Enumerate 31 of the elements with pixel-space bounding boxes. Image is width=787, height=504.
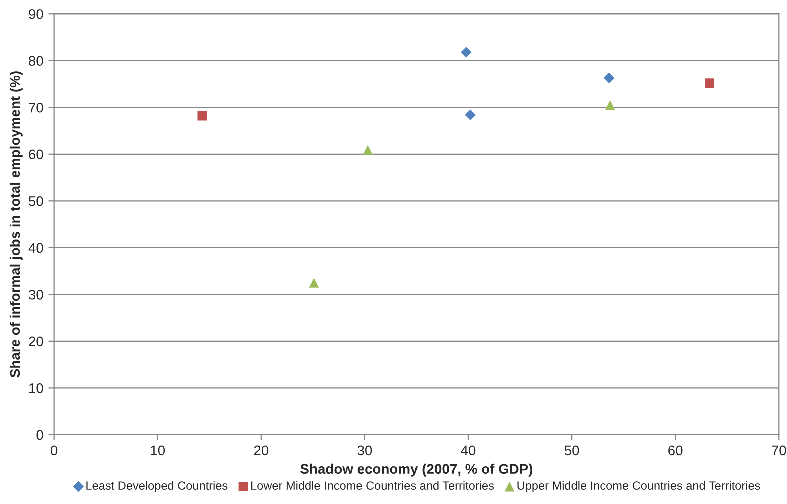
point [461, 47, 472, 58]
x-axis-title: Shadow economy (2007, % of GDP) [300, 464, 533, 477]
point [705, 78, 714, 88]
point [465, 110, 476, 120]
y-tick-label: 60 [29, 150, 44, 160]
x-tick-label: 0 [50, 446, 58, 456]
y-tick-label: 70 [29, 102, 44, 113]
y-tick-label: 30 [28, 290, 44, 300]
x-tick-label: 60 [668, 446, 683, 456]
point [605, 100, 616, 110]
y-tick-label: 20 [29, 336, 44, 347]
x-tick-label: 70 [772, 446, 786, 456]
point [604, 72, 615, 84]
x-tick-label: 50 [564, 446, 580, 456]
y-tick-label: 40 [28, 243, 44, 254]
legend-label: Least Developed Countries [86, 481, 228, 492]
point [363, 145, 373, 156]
x-tick-label: 10 [151, 446, 166, 456]
point [198, 111, 208, 121]
legend-label: Upper Middle Income Countries and Territories [518, 481, 760, 492]
y-tick-label: 80 [29, 56, 44, 66]
legend-label: Lower Middle Income Countries and Territories [252, 481, 494, 490]
x-tick-label: 20 [254, 446, 269, 456]
y-tick-label: 0 [36, 430, 44, 440]
y-tick-label: 90 [29, 9, 44, 20]
y-tick-label: 50 [28, 196, 44, 206]
x-tick-label: 30 [358, 446, 372, 456]
y-axis-title: Share of informal jobs in total employment (%) [10, 72, 23, 378]
x-tick-label: 40 [461, 446, 476, 456]
y-tick-label: 10 [30, 384, 44, 394]
point [309, 278, 320, 288]
